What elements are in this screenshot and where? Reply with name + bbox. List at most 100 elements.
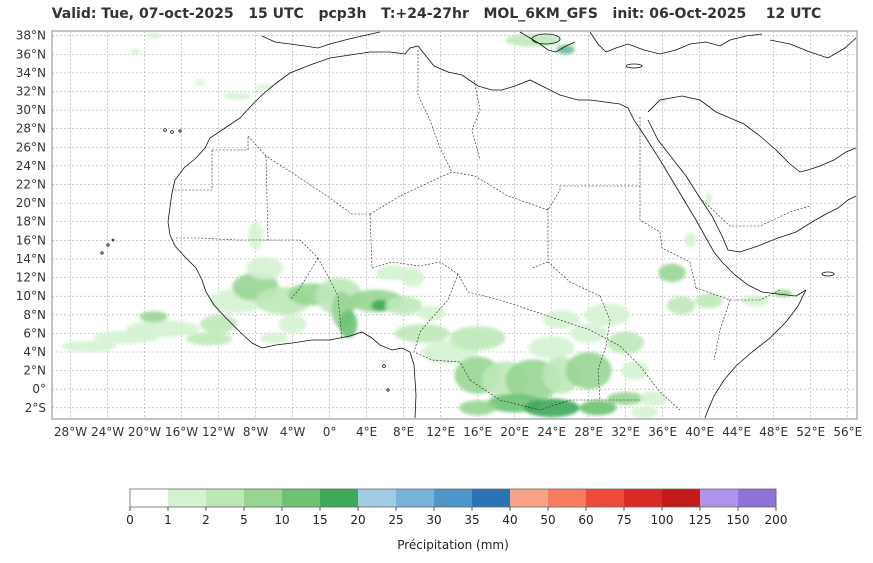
- lat-tick-label: 28°N: [16, 122, 46, 136]
- colorbar-swatch: [434, 489, 473, 507]
- lon-tick-label: 24°E: [537, 425, 566, 439]
- lat-tick-label: 30°N: [16, 103, 46, 117]
- lon-tick-label: 44°E: [722, 425, 751, 439]
- precip-cell: [338, 310, 358, 339]
- colorbar-tick-label: 75: [616, 513, 631, 527]
- colorbar-swatch: [662, 489, 701, 507]
- colorbar-swatch: [206, 489, 245, 507]
- lat-tick-label: 20°N: [16, 196, 46, 210]
- lon-tick-label: 0°: [323, 425, 337, 439]
- precip-cell: [449, 325, 506, 351]
- lon-tick-label: 36°E: [648, 425, 677, 439]
- precip-cell: [394, 324, 450, 343]
- greece-turkey-coastline: [589, 31, 763, 55]
- precip-cell: [195, 79, 205, 85]
- colorbar-swatch: [624, 489, 663, 507]
- precip-cell: [630, 406, 659, 419]
- colorbar-swatch: [510, 489, 549, 507]
- precip-cell: [200, 314, 238, 334]
- precip-cell: [223, 92, 251, 100]
- precip-cell: [562, 48, 569, 53]
- colorbar-swatch: [130, 489, 169, 507]
- precip-cell: [246, 257, 284, 280]
- lat-tick-label: 2°S: [25, 401, 46, 415]
- colorbar-swatch: [472, 489, 511, 507]
- black-sea-coastline: [769, 37, 857, 59]
- iberia-coastline: [261, 31, 381, 49]
- precip-cell: [621, 361, 649, 380]
- precip-cell: [579, 400, 617, 416]
- colorbar-swatch: [320, 489, 359, 507]
- lat-tick-label: 26°N: [16, 140, 46, 154]
- precip-cell: [741, 295, 770, 307]
- colorbar-tick-label: 30: [426, 513, 441, 527]
- lon-tick-label: 4°W: [280, 425, 306, 439]
- precip-cell: [639, 391, 668, 406]
- lat-tick-label: 36°N: [16, 47, 46, 61]
- lat-tick-label: 16°N: [16, 233, 46, 247]
- colorbar-swatch: [396, 489, 435, 507]
- precip-cell: [375, 265, 413, 281]
- lat-tick-label: 10°N: [16, 289, 46, 303]
- precip-cell: [658, 263, 686, 283]
- precip-cell: [542, 310, 580, 329]
- colorbar-tick-label: 100: [651, 513, 674, 527]
- precip-cell: [565, 352, 612, 390]
- colorbar-frame: [129, 488, 777, 508]
- lat-tick-label: 24°N: [16, 159, 46, 173]
- precip-cell: [684, 232, 697, 248]
- lat-tick-label: 14°N: [16, 252, 46, 266]
- colorbar-tick-label: 1: [164, 513, 172, 527]
- lat-tick-label: 22°N: [16, 178, 46, 192]
- lon-tick-label: 16°E: [463, 425, 492, 439]
- precip-cell: [607, 392, 645, 406]
- colorbar-label: Précipitation (mm): [397, 538, 509, 552]
- precip-cell: [146, 32, 162, 39]
- precip-cell: [528, 336, 575, 359]
- lat-tick-label: 32°N: [16, 84, 46, 98]
- colorbar-tick-label: 10: [274, 513, 289, 527]
- precip-cell: [695, 293, 723, 309]
- lon-tick-label: 8°W: [243, 425, 269, 439]
- lon-tick-label: 40°E: [685, 425, 714, 439]
- precip-cell: [126, 320, 201, 338]
- lat-tick-label: 8°N: [23, 308, 46, 322]
- colorbar-swatch: [738, 489, 777, 507]
- lon-tick-label: 28°E: [574, 425, 603, 439]
- lon-tick-label: 12°W: [202, 425, 235, 439]
- precip-cell: [248, 221, 263, 250]
- lat-tick-label: 38°N: [16, 29, 46, 43]
- arabia-coastline: [647, 119, 857, 253]
- map-frame: [51, 30, 858, 420]
- lon-tick-label: 52°E: [796, 425, 825, 439]
- precip-cell: [417, 305, 446, 321]
- map-title: Valid: Tue, 07-oct-2025 15 UTC pcp3h T:+…: [51, 6, 822, 22]
- colorbar-tick-label: 20: [350, 513, 365, 527]
- colorbar-swatch: [168, 489, 207, 507]
- colorbar-tick-label: 25: [388, 513, 403, 527]
- coastlines: [100, 31, 857, 419]
- gulf-coastline: [647, 95, 857, 173]
- lon-tick-label: 20°E: [500, 425, 529, 439]
- lon-tick-label: 20°W: [128, 425, 161, 439]
- precip-cell: [523, 398, 580, 418]
- colorbar-tick-label: 60: [578, 513, 593, 527]
- lon-tick-label: 48°E: [759, 425, 788, 439]
- precip-cell: [139, 311, 168, 323]
- lon-tick-label: 12°E: [426, 425, 455, 439]
- lon-tick-label: 32°E: [611, 425, 640, 439]
- lat-tick-label: 4°N: [23, 345, 46, 359]
- colorbar-tick-label: 40: [502, 513, 517, 527]
- precip-cell: [260, 332, 288, 344]
- precip-cell: [584, 303, 631, 326]
- country-borders: [172, 50, 811, 411]
- lon-tick-label: 16°W: [165, 425, 198, 439]
- precip-cell: [129, 48, 141, 55]
- precip-cell: [667, 296, 696, 315]
- longitude-labels: 28°W 24°W 20°W 16°W 12°W 8°W 4°W 0° 4°E 8°E 12°E 16…: [54, 425, 862, 439]
- lat-tick-label: 18°N: [16, 215, 46, 229]
- lat-tick-label: 0°: [32, 382, 46, 396]
- lon-tick-label: 56°E: [833, 425, 862, 439]
- colorbar-swatch: [244, 489, 283, 507]
